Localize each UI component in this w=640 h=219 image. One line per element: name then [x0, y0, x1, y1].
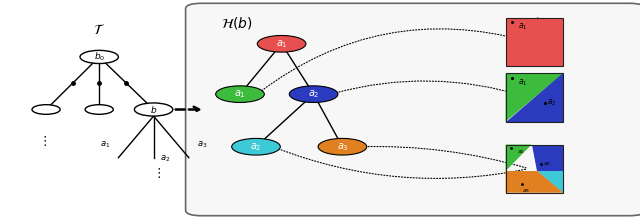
- Text: $\mathcal{T}$: $\mathcal{T}$: [93, 23, 105, 37]
- Text: $a_2$: $a_2$: [308, 88, 319, 100]
- Polygon shape: [506, 73, 563, 122]
- Circle shape: [257, 35, 306, 52]
- Text: $a_2$: $a_2$: [547, 98, 557, 108]
- Text: $a_1$: $a_1$: [518, 21, 528, 32]
- Polygon shape: [506, 73, 563, 122]
- Text: $b_0$: $b_0$: [93, 51, 105, 63]
- Text: $a_3$: $a_3$: [522, 187, 530, 195]
- Text: $\vdots$: $\vdots$: [38, 134, 47, 148]
- Circle shape: [134, 103, 173, 116]
- Text: $a_2$: $a_2$: [250, 141, 262, 153]
- Text: $a_1$: $a_1$: [518, 77, 528, 88]
- Text: $b$: $b$: [150, 104, 157, 115]
- Text: $a_2$: $a_2$: [543, 160, 552, 168]
- Text: $a_1$: $a_1$: [100, 139, 110, 150]
- Bar: [506, 73, 563, 122]
- Text: $a_3$: $a_3$: [337, 141, 348, 153]
- Text: $\mathcal{A}$: $\mathcal{A}$: [528, 15, 541, 29]
- Text: $a_1$: $a_1$: [517, 148, 525, 156]
- Circle shape: [289, 86, 338, 102]
- Text: $\vdots$: $\vdots$: [152, 166, 161, 180]
- Circle shape: [80, 50, 118, 64]
- Text: $a_1$: $a_1$: [276, 38, 287, 50]
- Text: $a_3$: $a_3$: [197, 139, 207, 150]
- Circle shape: [216, 86, 264, 102]
- Polygon shape: [506, 145, 531, 171]
- Polygon shape: [538, 171, 563, 193]
- Circle shape: [32, 105, 60, 114]
- Bar: [506, 18, 563, 66]
- Polygon shape: [506, 171, 563, 193]
- Text: $a_1$: $a_1$: [234, 88, 246, 100]
- Text: $a_2$: $a_2$: [160, 153, 170, 164]
- Circle shape: [85, 105, 113, 114]
- Circle shape: [318, 138, 367, 155]
- Polygon shape: [531, 145, 563, 171]
- Text: $\mathcal{H}(b)$: $\mathcal{H}(b)$: [221, 15, 253, 31]
- Circle shape: [232, 138, 280, 155]
- Bar: [506, 145, 563, 193]
- FancyBboxPatch shape: [186, 3, 640, 216]
